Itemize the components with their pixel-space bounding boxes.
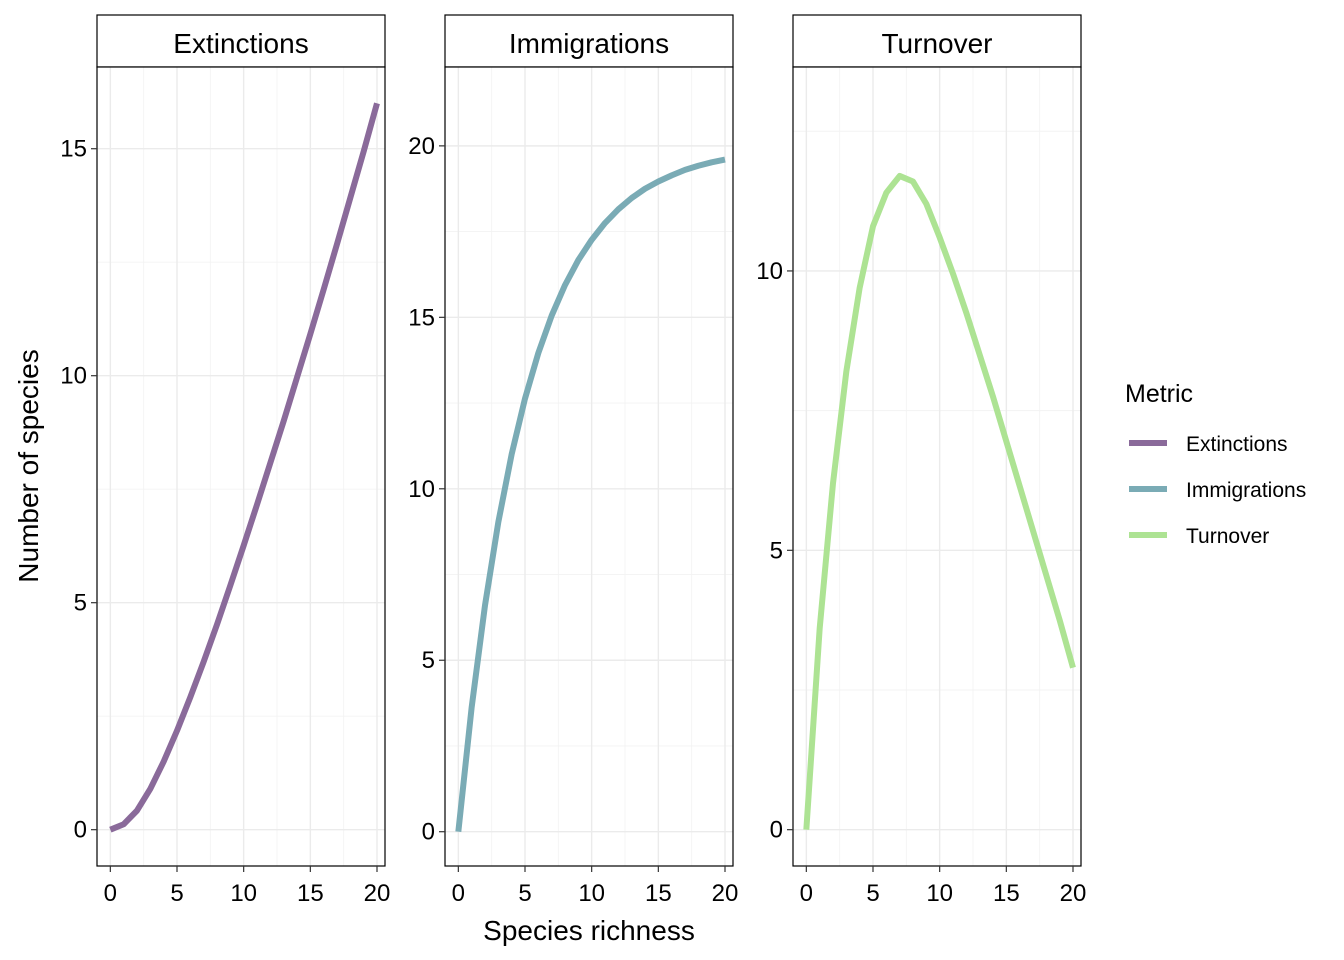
series-line-turnover <box>803 172 1076 830</box>
y-axis-title: Number of species <box>13 349 44 582</box>
strip-label: Immigrations <box>509 28 669 59</box>
legend: Metric Extinctions Immigrations Turnover <box>1125 380 1306 548</box>
x-tick-label: 5 <box>170 880 183 907</box>
y-tick-label: 5 <box>74 590 87 617</box>
x-tick-label: 20 <box>364 880 391 907</box>
legend-entries: Extinctions Immigrations Turnover <box>1129 433 1306 548</box>
strip-background <box>792 14 1082 68</box>
series-line-immigrations <box>455 156 726 833</box>
panel-background <box>793 67 1081 866</box>
panel-border <box>792 66 1082 867</box>
panel-border <box>444 66 734 867</box>
y-tick-label: 0 <box>422 819 435 846</box>
x-tick-label: 20 <box>712 880 739 907</box>
facet-panel-turnover: Turnover 0 5 10 0 5 10 15 20 <box>756 14 1087 907</box>
strip-background <box>444 14 734 68</box>
y-tick-label: 0 <box>770 817 783 844</box>
legend-item-extinctions: Extinctions <box>1129 433 1288 456</box>
facet-panel-immigrations: Immigrations 0 5 10 15 20 0 5 10 15 20 <box>408 14 739 907</box>
strip-background <box>96 14 386 68</box>
x-tick-label: 15 <box>645 880 672 907</box>
x-tick-label: 5 <box>866 880 879 907</box>
panel-background <box>445 67 733 866</box>
y-tick-label: 20 <box>408 133 435 160</box>
y-tick-label: 15 <box>408 304 435 331</box>
x-tick-label: 0 <box>800 880 813 907</box>
strip-label: Extinctions <box>173 28 308 59</box>
y-tick-label: 10 <box>60 363 87 390</box>
x-axis-title: Species richness <box>483 915 695 946</box>
facet-panels: Extinctions 0 5 10 15 0 5 10 15 20 Immigrations 0 5 1… <box>60 14 1087 907</box>
strip-label: Turnover <box>881 28 992 59</box>
x-tick-label: 10 <box>230 880 257 907</box>
panel-border <box>96 66 386 867</box>
legend-label: Immigrations <box>1186 479 1306 502</box>
legend-item-immigrations: Immigrations <box>1129 479 1306 502</box>
y-tick-label: 0 <box>74 817 87 844</box>
x-tick-label: 10 <box>578 880 605 907</box>
legend-label: Turnover <box>1186 525 1269 548</box>
x-tick-label: 10 <box>926 880 953 907</box>
legend-title: Metric <box>1125 380 1193 408</box>
y-tick-label: 10 <box>756 258 783 285</box>
x-tick-label: 0 <box>104 880 117 907</box>
y-tick-label: 10 <box>408 476 435 503</box>
facet-panel-extinctions: Extinctions 0 5 10 15 0 5 10 15 20 <box>60 14 391 907</box>
legend-label: Extinctions <box>1186 433 1288 456</box>
y-tick-label: 5 <box>770 537 783 564</box>
x-tick-label: 5 <box>518 880 531 907</box>
x-tick-label: 20 <box>1060 880 1087 907</box>
x-tick-label: 15 <box>297 880 324 907</box>
x-tick-label: 15 <box>993 880 1020 907</box>
legend-item-turnover: Turnover <box>1129 525 1269 548</box>
y-tick-label: 15 <box>60 136 87 163</box>
y-tick-label: 5 <box>422 647 435 674</box>
panel-background <box>97 67 385 866</box>
series-line-extinctions <box>109 102 380 833</box>
x-tick-label: 0 <box>452 880 465 907</box>
